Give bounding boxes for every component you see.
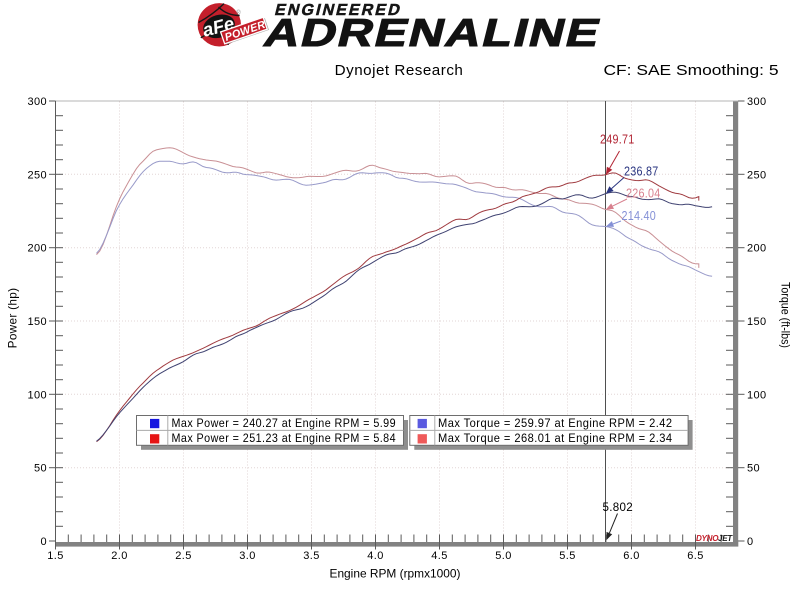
svg-text:Dynojet Research: Dynojet Research <box>335 62 464 79</box>
svg-text:236.87: 236.87 <box>624 165 659 179</box>
svg-text:5.5: 5.5 <box>559 550 576 562</box>
svg-text:1.5: 1.5 <box>47 550 64 562</box>
svg-text:150: 150 <box>747 316 767 328</box>
svg-text:0: 0 <box>40 536 47 548</box>
svg-text:100: 100 <box>747 389 767 401</box>
svg-text:200: 200 <box>747 243 767 255</box>
svg-text:5.0: 5.0 <box>495 550 512 562</box>
svg-text:2.0: 2.0 <box>111 550 128 562</box>
svg-text:4.5: 4.5 <box>431 550 448 562</box>
svg-text:Max Torque = 259.97 at Engine: Max Torque = 259.97 at Engine RPM = 2.42 <box>438 416 673 430</box>
svg-text:100: 100 <box>27 389 47 401</box>
svg-text:3.0: 3.0 <box>239 550 256 562</box>
svg-text:Power (hp): Power (hp) <box>6 288 20 349</box>
svg-text:6.0: 6.0 <box>623 550 640 562</box>
svg-text:Engine RPM (rpmx1000): Engine RPM (rpmx1000) <box>330 567 461 581</box>
svg-text:®: ® <box>236 10 241 17</box>
svg-text:226.04: 226.04 <box>626 187 661 201</box>
svg-text:4.0: 4.0 <box>367 550 384 562</box>
svg-text:Max Torque = 268.01 at Engine: Max Torque = 268.01 at Engine RPM = 2.34 <box>438 431 673 445</box>
svg-text:200: 200 <box>27 243 47 255</box>
svg-text:Torque (ft-lbs): Torque (ft-lbs) <box>779 282 793 348</box>
svg-text:214.40: 214.40 <box>622 209 657 223</box>
svg-text:Max Power = 240.27 at Engine R: Max Power = 240.27 at Engine RPM = 5.99 <box>172 416 397 430</box>
svg-text:50: 50 <box>34 463 47 475</box>
svg-text:DYNO: DYNO <box>696 534 719 543</box>
svg-text:300: 300 <box>27 96 47 108</box>
svg-text:6.5: 6.5 <box>687 550 704 562</box>
svg-text:Max Power = 251.23 at Engine R: Max Power = 251.23 at Engine RPM = 5.84 <box>172 431 397 445</box>
svg-text:150: 150 <box>27 316 47 328</box>
svg-text:2.5: 2.5 <box>175 550 192 562</box>
svg-text:3.5: 3.5 <box>303 550 320 562</box>
svg-text:50: 50 <box>747 463 760 475</box>
svg-text:250: 250 <box>747 169 767 181</box>
svg-text:249.71: 249.71 <box>600 133 635 147</box>
svg-text:5.802: 5.802 <box>603 501 634 514</box>
svg-text:300: 300 <box>747 96 767 108</box>
svg-text:ENGINEERED: ENGINEERED <box>273 1 404 19</box>
svg-text:ADRENALINE: ADRENALINE <box>260 12 606 55</box>
svg-text:JET: JET <box>718 534 733 543</box>
svg-text:0: 0 <box>747 536 754 548</box>
svg-text:250: 250 <box>27 169 47 181</box>
svg-text:CF: SAE Smoothing: 5: CF: SAE Smoothing: 5 <box>604 62 779 79</box>
